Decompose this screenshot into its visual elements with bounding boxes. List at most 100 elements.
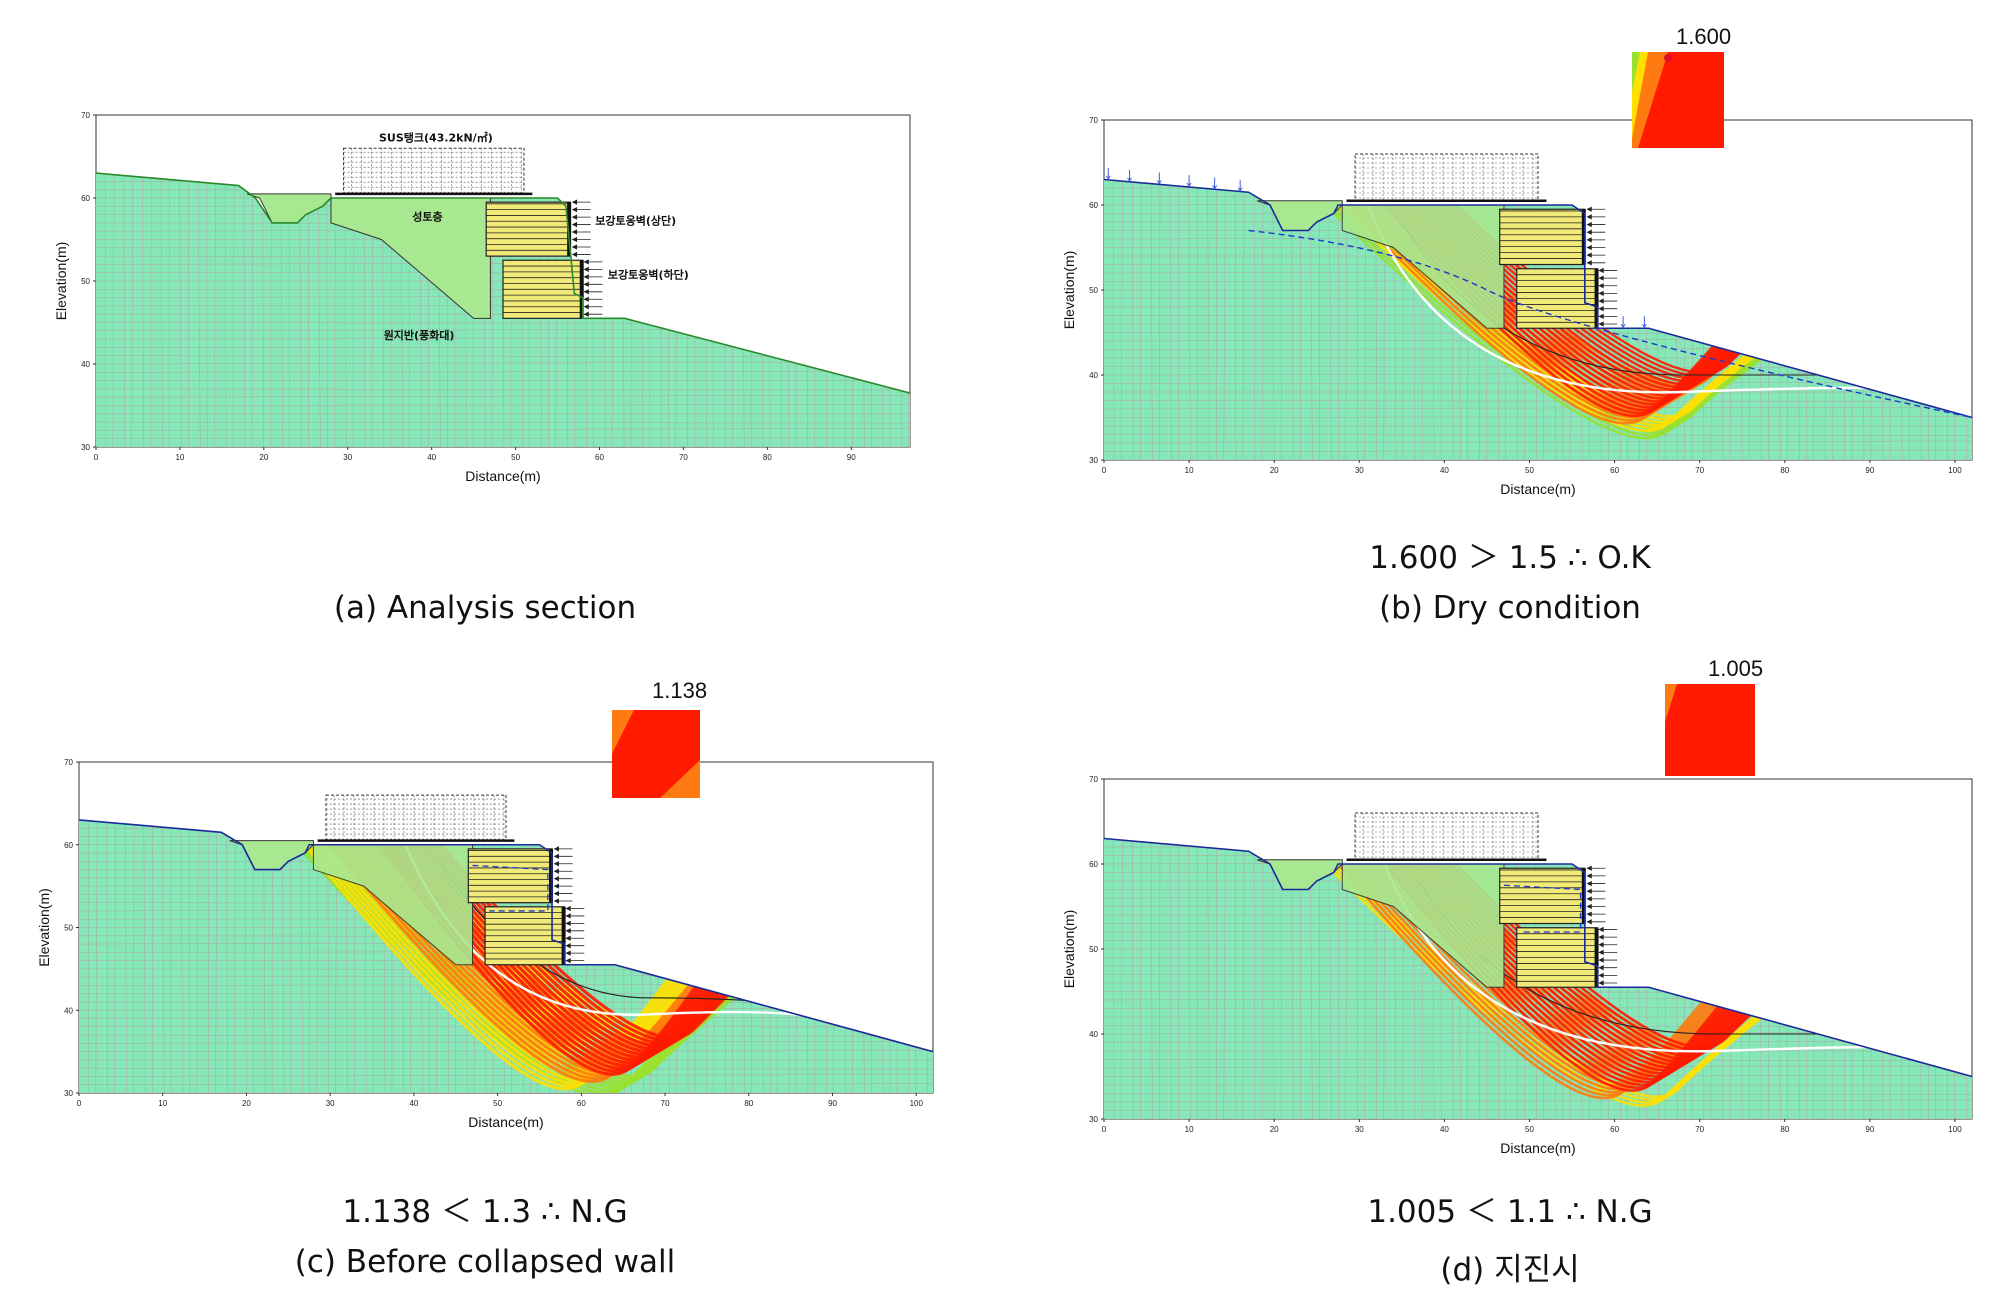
x-tick-label: 10	[158, 1099, 167, 1108]
x-tick-label: 50	[493, 1099, 502, 1108]
x-tick-label: 40	[409, 1099, 418, 1108]
figure-c-svg: 0 10 20 30 40 50 60 70 80 90 100 30 40 50 60 70 Distance…	[36, 678, 934, 1130]
y-tick-label: 50	[1089, 286, 1098, 295]
wall-lower-label: 보강토옹벽(하단)	[608, 268, 689, 282]
x-tick-label: 60	[1610, 466, 1619, 475]
panel-d: 0 10 20 30 40 50 60 70 80 90 100 30 40 50 60 70 Distance…	[1000, 654, 2000, 1308]
x-tick-label: 30	[326, 1099, 335, 1108]
y-tick-label: 30	[81, 443, 90, 452]
x-tick-label: 100	[1948, 466, 1962, 475]
ground-surface-line	[95, 172, 911, 394]
caption-b: (b) Dry condition	[1379, 590, 1641, 626]
x-tick-label: 0	[77, 1099, 82, 1108]
reinforced-wall-upper	[1499, 867, 1586, 925]
x-tick-label: 90	[828, 1099, 837, 1108]
panel-c: 0 10 20 30 40 50 60 70 80 90 100 30 40 50 60 70 Distance…	[0, 654, 1000, 1308]
y-tick-label: 60	[64, 841, 73, 850]
storage-tank	[335, 147, 533, 196]
caption-d: (d) 지진시	[1440, 1252, 1580, 1288]
ground-surface-line	[1103, 837, 1973, 1078]
storage-tank	[1346, 812, 1547, 861]
earth-pressure-arrows	[571, 199, 603, 317]
x-tick-label: 80	[1780, 1125, 1789, 1134]
reinforced-wall-upper	[485, 201, 571, 257]
axis-ticks: 0 10 20 30 40 50 60 70 80 90 100 30 40 50 60 70	[64, 758, 923, 1108]
x-tick-label: 80	[1780, 466, 1789, 475]
x-tick-label: 90	[847, 453, 856, 462]
y-tick-label: 70	[1089, 775, 1098, 784]
x-tick-label: 60	[577, 1099, 586, 1108]
result-c: 1.138 ＜ 1.3 ∴ N.G	[342, 1194, 628, 1230]
fs-contour-legend: 1.138	[612, 678, 707, 798]
x-tick-label: 30	[343, 453, 352, 462]
x-axis-title: Distance(m)	[468, 1114, 543, 1130]
result-d: 1.005 ＜ 1.1 ∴ N.G	[1367, 1194, 1653, 1230]
x-tick-label: 50	[511, 453, 520, 462]
x-tick-label: 20	[242, 1099, 251, 1108]
x-tick-label: 40	[427, 453, 436, 462]
fill-label: 성토층	[412, 209, 442, 223]
reinforced-wall-upper	[467, 848, 553, 904]
y-tick-label: 30	[1089, 456, 1098, 465]
ground-surface-line	[1103, 178, 1973, 419]
x-tick-label: 70	[1695, 1125, 1704, 1134]
x-tick-label: 60	[1610, 1125, 1619, 1134]
fs-contour-legend: 1.005	[1665, 656, 1763, 776]
x-tick-label: 20	[1270, 1125, 1279, 1134]
y-tick-label: 70	[81, 111, 90, 120]
surcharge-arrows	[1105, 167, 1647, 329]
x-tick-label: 30	[1355, 1125, 1364, 1134]
x-tick-label: 0	[1102, 466, 1107, 475]
y-tick-label: 40	[81, 360, 90, 369]
y-axis-title: Elevation(m)	[53, 242, 69, 321]
y-tick-label: 70	[1089, 116, 1098, 125]
caption-c: (c) Before collapsed wall	[294, 1244, 676, 1280]
y-tick-label: 70	[64, 758, 73, 767]
tank-label: SUS탱크(43.2kN/㎡)	[379, 131, 493, 145]
x-tick-label: 20	[259, 453, 268, 462]
y-tick-label: 60	[81, 194, 90, 203]
earth-pressure-arrows	[1586, 206, 1618, 327]
y-axis-title: Elevation(m)	[36, 888, 52, 967]
axis-ticks: 0 10 20 30 40 50 60 70 80 90 30 40 50 60 70	[81, 111, 856, 462]
figure-b-svg: 0 10 20 30 40 50 60 70 80 90 100 30 40 50 60 70 Distance…	[1061, 24, 1973, 497]
x-tick-label: 30	[1355, 466, 1364, 475]
x-tick-label: 0	[94, 453, 99, 462]
ground-label: 원지반(풍화대)	[384, 328, 455, 342]
x-axis-title: Distance(m)	[465, 468, 540, 484]
result-b: 1.600 ＞ 1.5 ∴ O.K	[1369, 540, 1651, 576]
x-tick-label: 80	[763, 453, 772, 462]
x-axis-title: Distance(m)	[1500, 1140, 1575, 1156]
ground-surface-line	[78, 819, 934, 1053]
earth-pressure-arrows	[553, 846, 585, 964]
x-tick-label: 70	[661, 1099, 670, 1108]
y-axis-title: Elevation(m)	[1061, 910, 1077, 989]
y-tick-label: 50	[81, 277, 90, 286]
axis-ticks: 0 10 20 30 40 50 60 70 80 90 100 30 40 50 60 70	[1089, 116, 1962, 475]
x-tick-label: 40	[1440, 466, 1449, 475]
y-tick-label: 60	[1089, 201, 1098, 210]
figure-a-svg: 0 10 20 30 40 50 60 70 80 90 30 40 50 60 70 Distance(m)…	[53, 111, 911, 484]
x-tick-label: 50	[1525, 466, 1534, 475]
panel-b: 0 10 20 30 40 50 60 70 80 90 100 30 40 50 60 70 Distance…	[1000, 0, 2000, 654]
earth-pressure-arrows	[1586, 865, 1618, 986]
reinforced-wall-upper	[1499, 208, 1586, 266]
y-tick-label: 40	[1089, 371, 1098, 380]
y-tick-label: 30	[64, 1089, 73, 1098]
x-tick-label: 10	[175, 453, 184, 462]
x-tick-label: 100	[1948, 1125, 1962, 1134]
x-tick-label: 50	[1525, 1125, 1534, 1134]
x-tick-label: 70	[679, 453, 688, 462]
y-tick-label: 60	[1089, 860, 1098, 869]
x-tick-label: 80	[744, 1099, 753, 1108]
wall-upper-label: 보강토옹벽(상단)	[595, 214, 676, 228]
phreatic-line	[1248, 229, 1973, 419]
x-tick-label: 0	[1102, 1125, 1107, 1134]
fs-value: 1.138	[652, 678, 707, 703]
storage-tank	[1346, 153, 1547, 202]
x-tick-label: 20	[1270, 466, 1279, 475]
x-tick-label: 90	[1865, 466, 1874, 475]
y-axis-title: Elevation(m)	[1061, 251, 1077, 330]
panel-a: 0 10 20 30 40 50 60 70 80 90 30 40 50 60 70 Distance(m)…	[0, 0, 1000, 654]
x-tick-label: 40	[1440, 1125, 1449, 1134]
